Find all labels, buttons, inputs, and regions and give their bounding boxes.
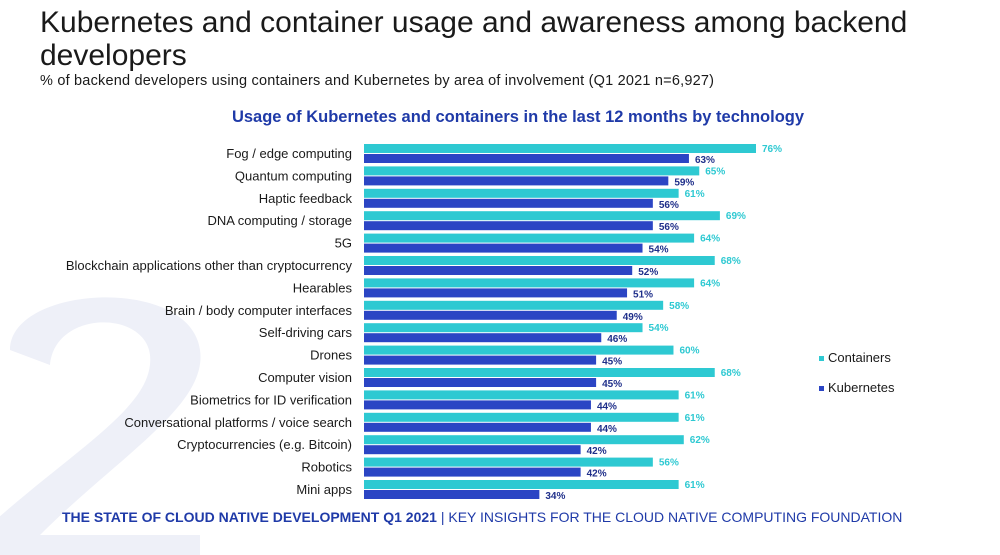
containers-bar [364,390,679,400]
containers-data-label: 56% [659,458,679,469]
chart-title: Usage of Kubernetes and containers in th… [231,108,805,126]
containers-bar [364,211,720,221]
kubernetes-data-label: 42% [587,446,607,457]
footer-report-name: THE STATE OF CLOUD NATIVE DEVELOPMENT Q1… [62,509,437,525]
kubernetes-bar [364,378,597,387]
kubernetes-bar [364,221,653,231]
containers-bar [364,345,674,355]
containers-bar [364,256,715,265]
chart-rows: Fog / edge computing 76% 63% Quantum comput… [66,144,782,502]
containers-bar [364,412,679,422]
containers-bar [364,278,695,288]
kubernetes-data-label: 44% [597,424,617,435]
kubernetes-bar [364,490,540,499]
containers-data-label: 61% [685,390,705,401]
containers-data-label: 69% [726,211,746,222]
category-label: DNA computing / storage [207,213,352,228]
kubernetes-data-label: 46% [607,334,627,345]
kubernetes-bar [364,176,669,186]
bar-chart: Fog / edge computing 76% 63% Quantum comput… [66,144,895,502]
category-label: Robotics [301,460,352,475]
footer-credit: KEY INSIGHTS FOR THE CLOUD NATIVE COMPUT… [448,509,903,525]
category-label: Conversational platforms / voice search [124,415,352,430]
kubernetes-bar [364,154,689,163]
page-title: Kubernetes and container usage and aware… [40,6,908,72]
footer: THE STATE OF CLOUD NATIVE DEVELOPMENT Q1… [62,509,902,525]
category-label: Cryptocurrencies (e.g. Bitcoin) [177,437,352,452]
kubernetes-data-label: 45% [602,357,622,368]
kubernetes-data-label: 54% [649,245,669,256]
containers-data-label: 61% [685,413,705,424]
kubernetes-data-label: 59% [674,177,694,188]
legend-swatch-containers [819,356,824,361]
containers-data-label: 58% [669,301,689,312]
category-label: Computer vision [258,370,352,385]
category-label: Drones [310,348,352,363]
containers-data-label: 62% [690,435,710,446]
kubernetes-data-label: 56% [659,222,679,233]
kubernetes-bar [364,266,633,275]
containers-data-label: 64% [700,278,720,289]
background-digit-two [0,297,201,555]
kubernetes-data-label: 49% [623,312,643,323]
category-label: Mini apps [296,482,352,497]
kubernetes-data-label: 45% [602,379,622,390]
legend-swatch-kubernetes [819,386,824,391]
containers-bar [364,144,756,153]
containers-bar [364,166,700,176]
containers-bar [364,435,684,445]
category-label: Brain / body computer interfaces [165,303,353,318]
containers-bar [364,300,664,310]
kubernetes-data-label: 56% [659,200,679,211]
legend-label-containers: Containers [828,350,891,365]
containers-data-label: 61% [685,189,705,200]
containers-bar [364,368,715,377]
containers-data-label: 61% [685,480,705,491]
kubernetes-data-label: 34% [545,491,565,502]
kubernetes-data-label: 42% [587,469,607,480]
containers-data-label: 68% [721,256,741,267]
kubernetes-data-label: 52% [638,267,658,278]
category-label: Haptic feedback [259,191,353,206]
chart-legend: Containers Kubernetes [819,350,895,395]
footer-separator: | [436,509,449,525]
category-label: Self-driving cars [259,325,353,340]
kubernetes-bar [364,333,602,343]
category-label: Hearables [293,280,353,295]
containers-data-label: 54% [649,323,669,334]
legend-label-kubernetes: Kubernetes [828,380,895,395]
kubernetes-bar [364,467,581,477]
containers-bar [364,323,643,333]
kubernetes-data-label: 51% [633,289,653,300]
kubernetes-bar [364,310,617,320]
page-subtitle: % of backend developers using containers… [40,73,715,89]
containers-bar [364,480,679,489]
kubernetes-bar [364,288,628,298]
containers-data-label: 68% [721,368,741,379]
kubernetes-bar [364,445,581,455]
containers-data-label: 60% [679,346,699,357]
category-label: 5G [335,236,352,251]
containers-bar [364,188,679,198]
kubernetes-data-label: 63% [695,155,715,166]
kubernetes-data-label: 44% [597,401,617,412]
containers-data-label: 64% [700,234,720,245]
category-label: Fog / edge computing [226,146,352,161]
kubernetes-bar [364,355,597,365]
kubernetes-bar [364,198,653,208]
kubernetes-bar [364,243,643,253]
category-label: Quantum computing [235,168,352,183]
containers-data-label: 76% [762,144,782,155]
category-label: Blockchain applications other than crypt… [66,258,353,273]
containers-data-label: 65% [705,166,725,177]
category-label: Biometrics for ID verification [190,392,352,407]
kubernetes-bar [364,400,591,410]
kubernetes-bar [364,422,591,432]
containers-bar [364,233,695,243]
containers-bar [364,457,653,467]
